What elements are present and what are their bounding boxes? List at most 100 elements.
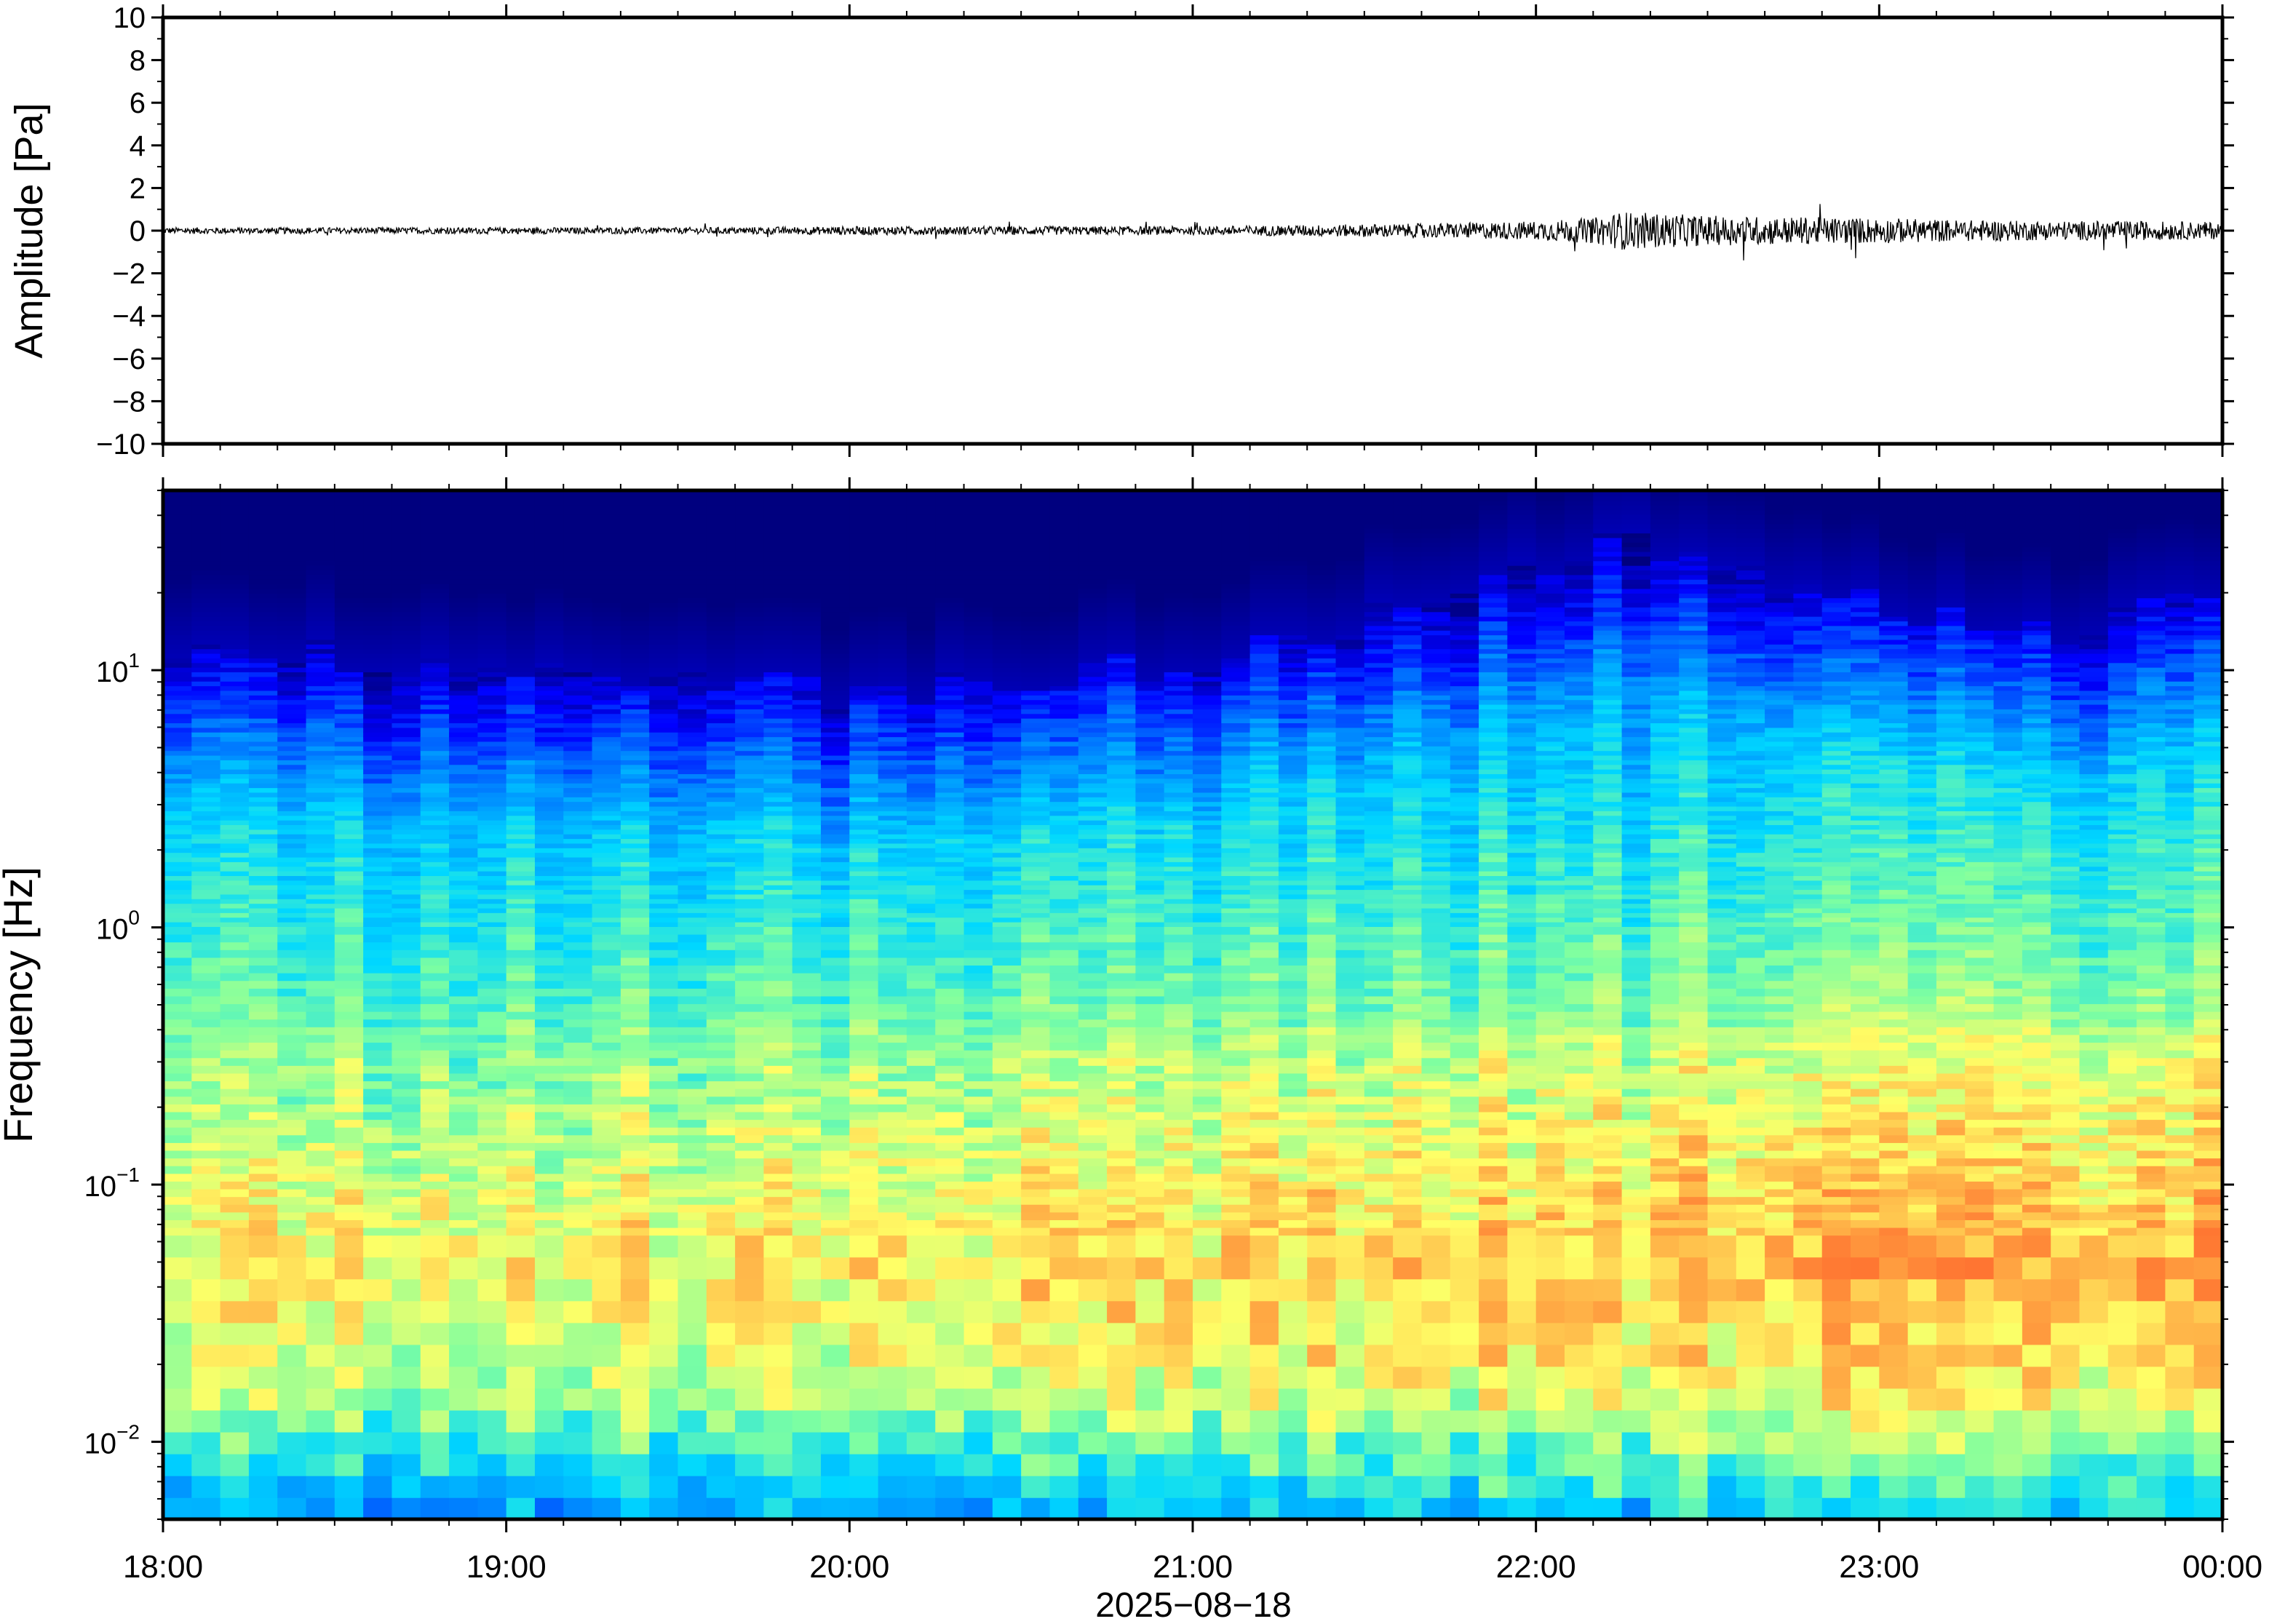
spectrogram-cell: [963, 1497, 993, 1519]
spectrogram-cell: [763, 965, 793, 974]
spectrogram-cell: [392, 685, 421, 691]
spectrogram-cell: [163, 760, 193, 765]
spectrogram-cell: [592, 866, 621, 872]
spectrogram-cell: [449, 1227, 479, 1236]
spectrogram-cell: [677, 690, 707, 696]
spectrogram-cell: [506, 1165, 536, 1174]
spectrogram-cell: [506, 537, 536, 543]
spectrogram-cell: [392, 965, 421, 974]
spectrogram-cell: [506, 792, 536, 797]
spectrogram-cell: [449, 1188, 479, 1198]
spectrogram-cell: [935, 500, 965, 506]
spectrogram-cell: [1021, 1088, 1051, 1097]
spectrogram-cell: [534, 988, 565, 997]
spectrogram-cell: [935, 528, 965, 534]
spectrogram-cell: [677, 950, 707, 958]
spectrogram-cell: [735, 792, 765, 797]
spectrogram-cell: [563, 912, 593, 918]
spectrogram-cell: [163, 495, 193, 501]
spectrogram-cell: [477, 1196, 507, 1205]
spectrogram-cell: [534, 1049, 565, 1059]
spectrogram-cell: [620, 1065, 650, 1074]
spectrogram-cell: [1049, 1173, 1079, 1182]
spectrogram-cell: [163, 884, 193, 891]
spectrogram-cell: [1021, 760, 1051, 765]
spectrogram-cell: [906, 556, 937, 562]
spectrogram-cell: [191, 519, 221, 525]
spectrogram-cell: [534, 1034, 565, 1043]
spectrogram-cell: [220, 519, 250, 525]
spectrogram-cell: [534, 723, 565, 728]
spectrogram-cell: [191, 870, 221, 876]
spectrogram-cell: [878, 666, 907, 673]
spectrogram-cell: [220, 811, 250, 816]
spectrogram-cell: [963, 1065, 993, 1074]
spectrogram-cell: [1049, 578, 1079, 585]
spectrogram-cell: [477, 797, 507, 803]
spectrogram-cell: [1078, 787, 1108, 793]
spectrogram-cell: [592, 695, 621, 701]
spectrogram-cell: [821, 787, 851, 793]
spectrogram-cell: [963, 1003, 993, 1012]
spectrogram-cell: [534, 782, 565, 789]
spectrogram-cell: [878, 1057, 907, 1066]
spectrogram-cell: [677, 1150, 707, 1159]
spectrogram-cell: [849, 760, 879, 765]
spectrogram-cell: [1078, 1165, 1108, 1174]
spectrogram-cell: [677, 597, 707, 603]
spectrogram-cell: [963, 1027, 993, 1035]
spectrogram-cell: [792, 875, 822, 881]
spectrogram-cell: [1078, 616, 1108, 622]
spectrogram-cell: [935, 921, 965, 927]
spectrogram-cell: [534, 1219, 565, 1228]
spectrogram-cell: [821, 1080, 851, 1089]
spectrogram-cell: [1049, 1219, 1079, 1228]
spectrogram-cell: [1107, 995, 1137, 1005]
spectrogram-cell: [563, 1111, 593, 1121]
spectrogram-cell: [449, 1497, 479, 1519]
spectrogram-cell: [1021, 829, 1051, 835]
spectrogram-cell: [792, 980, 822, 989]
spectrogram-cell: [963, 1158, 993, 1166]
spectrogram-cell: [1021, 875, 1051, 881]
spectrogram-cell: [963, 797, 993, 803]
spectrogram-cell: [248, 514, 279, 520]
spectrogram-cell: [534, 1278, 565, 1302]
spectrogram-cell: [163, 805, 193, 811]
spectrogram-cell: [163, 1388, 193, 1411]
spectrogram-cell: [306, 792, 335, 797]
spectrogram-cell: [563, 824, 593, 830]
spectrogram-cell: [248, 1142, 279, 1151]
spectrogram-cell: [935, 819, 965, 825]
spectrogram-cell: [220, 514, 250, 520]
spectrogram-cell: [392, 560, 421, 566]
spectrogram-cell: [963, 578, 993, 585]
spectrogram-cell: [592, 634, 621, 640]
spectrogram-cell: [363, 1497, 393, 1519]
spectrogram-cell: [334, 578, 364, 585]
spectrogram-cell: [277, 578, 307, 585]
spectrogram-cell: [821, 957, 851, 966]
spectrogram-cell: [534, 778, 565, 784]
spectrogram-cell: [449, 653, 479, 658]
spectrogram-cell: [191, 764, 221, 770]
spectrogram-cell: [706, 537, 736, 543]
spectrogram-cell: [477, 838, 507, 844]
spectrogram-cell: [306, 1134, 335, 1143]
spectrogram-cell: [563, 1003, 593, 1012]
spectrogram-cell: [420, 768, 450, 774]
spectrogram-cell: [620, 824, 650, 830]
spectrogram-cell: [420, 1300, 450, 1324]
spectrogram-cell: [620, 644, 650, 650]
spectrogram-cell: [277, 556, 307, 562]
spectrogram-cell: [1021, 1104, 1051, 1112]
spectrogram-cell: [935, 965, 965, 974]
spectrogram-cell: [163, 768, 193, 774]
spectrogram-cell: [992, 801, 1022, 807]
spectrogram-cell: [220, 950, 250, 958]
spectrogram-cell: [1021, 602, 1051, 608]
spectrogram-cell: [1049, 528, 1079, 534]
spectrogram-cell: [277, 533, 307, 538]
spectrogram-cell: [449, 690, 479, 696]
spectrogram-cell: [191, 848, 221, 853]
